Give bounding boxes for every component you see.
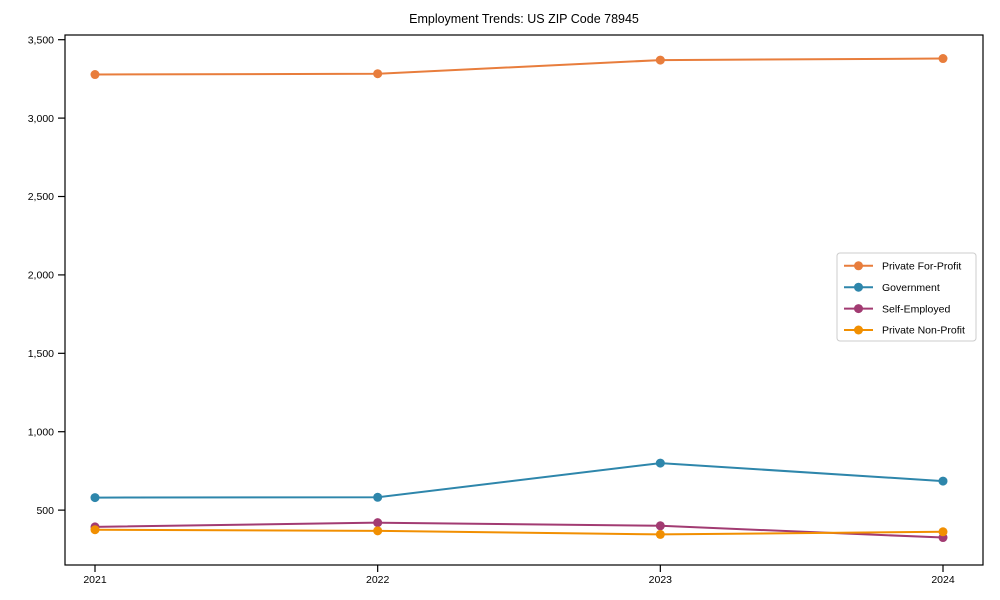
data-point-private-non-profit-2024 xyxy=(938,527,948,537)
legend-marker-icon xyxy=(854,304,863,314)
chart-title: Employment Trends: US ZIP Code 78945 xyxy=(409,12,639,26)
data-point-private-non-profit-2022 xyxy=(373,526,383,536)
series-private-non-profit xyxy=(90,525,948,539)
y-tick-label: 1,500 xyxy=(28,348,54,360)
y-tick-label: 2,000 xyxy=(28,270,54,282)
data-point-private-for-profit-2023 xyxy=(655,55,665,65)
data-point-government-2022 xyxy=(373,492,383,502)
legend-marker-icon xyxy=(854,261,863,271)
y-tick-label: 500 xyxy=(36,505,54,517)
y-tick-label: 1,000 xyxy=(28,426,54,438)
legend-item-private-for-profit: Private For-Profit xyxy=(844,261,961,273)
x-tick-label: 2022 xyxy=(366,574,390,586)
data-point-government-2023 xyxy=(655,458,665,468)
series-line-government xyxy=(94,462,944,499)
y-tick-label: 2,500 xyxy=(28,191,54,203)
legend-label: Self-Employed xyxy=(882,303,950,315)
legend-item-government: Government xyxy=(844,282,940,294)
series-private-for-profit xyxy=(90,54,948,80)
series-line-private-non-profit xyxy=(94,528,944,536)
data-point-private-for-profit-2024 xyxy=(938,54,948,64)
data-point-private-for-profit-2021 xyxy=(90,70,100,80)
data-point-self-employed-2022 xyxy=(373,518,383,528)
legend-label: Government xyxy=(882,282,940,294)
series-line-private-for-profit xyxy=(94,57,944,76)
y-axis: 500 1,000 1,500 2,000 2,500 3,000 3,500 xyxy=(28,34,65,517)
y-tick-label: 3,500 xyxy=(28,34,54,46)
data-point-government-2024 xyxy=(938,476,948,486)
y-tick-label: 3,000 xyxy=(28,113,54,125)
data-point-government-2021 xyxy=(90,493,100,503)
plot-border xyxy=(64,34,984,566)
legend: Private For-Profit Government Self-Employe… xyxy=(836,252,977,342)
legend-marker-icon xyxy=(854,282,863,292)
x-tick-label: 2023 xyxy=(649,574,673,586)
data-point-private-for-profit-2022 xyxy=(373,69,383,79)
series-government xyxy=(90,458,948,503)
legend-box xyxy=(836,252,977,342)
legend-label: Private Non-Profit xyxy=(882,325,965,337)
series-line-self-employed xyxy=(94,521,944,539)
legend-item-private-non-profit: Private Non-Profit xyxy=(844,325,965,337)
legend-item-self-employed: Self-Employed xyxy=(844,303,950,315)
legend-marker-icon xyxy=(854,325,863,335)
data-point-private-non-profit-2023 xyxy=(655,529,665,539)
data-point-private-non-profit-2021 xyxy=(90,525,100,535)
data-point-self-employed-2023 xyxy=(655,521,665,531)
x-tick-label: 2024 xyxy=(931,574,955,586)
legend-label: Private For-Profit xyxy=(882,261,961,273)
x-tick-label: 2021 xyxy=(83,574,107,586)
x-axis: 2021 2022 2023 2024 xyxy=(83,565,955,586)
